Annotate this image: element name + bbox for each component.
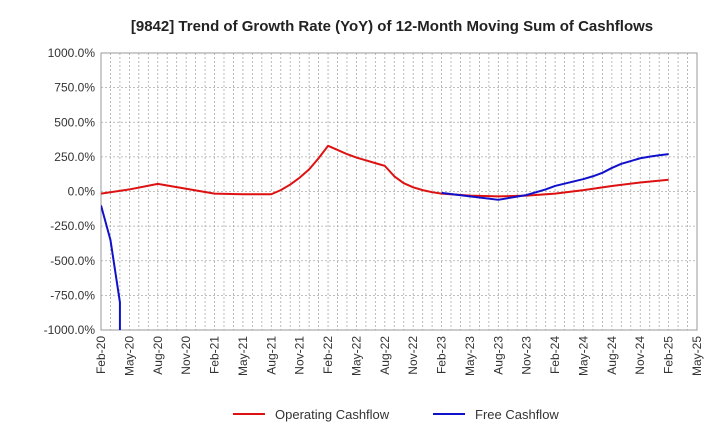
x-tick-label: Nov-21 xyxy=(293,336,307,375)
y-tick-label: 1000.0% xyxy=(48,46,96,60)
legend: Operating Cashflow Free Cashflow xyxy=(233,407,559,422)
x-tick-label: May-20 xyxy=(122,336,136,376)
x-tick-labels: Feb-20 May-20 Aug-20 Nov-20 Feb-21 May-21 Aug-… xyxy=(94,336,704,376)
axes xyxy=(100,52,698,331)
x-tick-label: Feb-25 xyxy=(662,336,676,374)
legend-label-operating-cashflow: Operating Cashflow xyxy=(275,407,390,422)
legend-label-free-cashflow: Free Cashflow xyxy=(475,407,559,422)
x-tick-label: May-25 xyxy=(690,336,704,376)
grid xyxy=(100,52,698,331)
y-tick-label: -500.0% xyxy=(50,254,95,268)
y-tick-label: 250.0% xyxy=(54,150,95,164)
x-tick-label: Nov-22 xyxy=(406,336,420,375)
y-tick-label: -250.0% xyxy=(50,219,95,233)
y-tick-label: 0.0% xyxy=(68,185,96,199)
x-tick-label: Aug-21 xyxy=(264,336,278,375)
series-line-free-cashflow xyxy=(441,153,669,201)
y-tick-label: -1000.0% xyxy=(44,323,96,337)
x-tick-label: Feb-21 xyxy=(208,336,222,374)
x-tick-label: Aug-24 xyxy=(605,336,619,375)
x-tick-label: May-21 xyxy=(236,336,250,376)
x-tick-label: May-23 xyxy=(463,336,477,376)
x-tick-label: May-22 xyxy=(349,336,363,376)
y-tick-label: 750.0% xyxy=(54,81,95,95)
x-tick-label: Aug-23 xyxy=(491,336,505,375)
x-tick-label: Nov-23 xyxy=(520,336,534,375)
x-tick-label: Nov-20 xyxy=(179,336,193,375)
x-tick-label: Feb-23 xyxy=(435,336,449,374)
y-tick-label: -750.0% xyxy=(50,288,95,302)
x-tick-label: Feb-20 xyxy=(94,336,108,374)
x-tick-label: May-24 xyxy=(576,336,590,376)
x-tick-label: Nov-24 xyxy=(633,336,647,375)
series-line-free-cashflow xyxy=(101,205,121,330)
x-tick-label: Feb-22 xyxy=(321,336,335,374)
plot-frame xyxy=(100,52,698,331)
y-tick-label: 500.0% xyxy=(54,115,95,129)
chart-title: [9842] Trend of Growth Rate (YoY) of 12-… xyxy=(131,18,653,35)
x-tick-label: Aug-20 xyxy=(151,336,165,375)
y-tick-labels: 1000.0% 750.0% 500.0% 250.0% 0.0% -250.0% -500… xyxy=(44,46,96,337)
x-tick-label: Feb-24 xyxy=(548,336,562,374)
x-tick-label: Aug-22 xyxy=(378,336,392,375)
series-lines xyxy=(101,144,669,330)
